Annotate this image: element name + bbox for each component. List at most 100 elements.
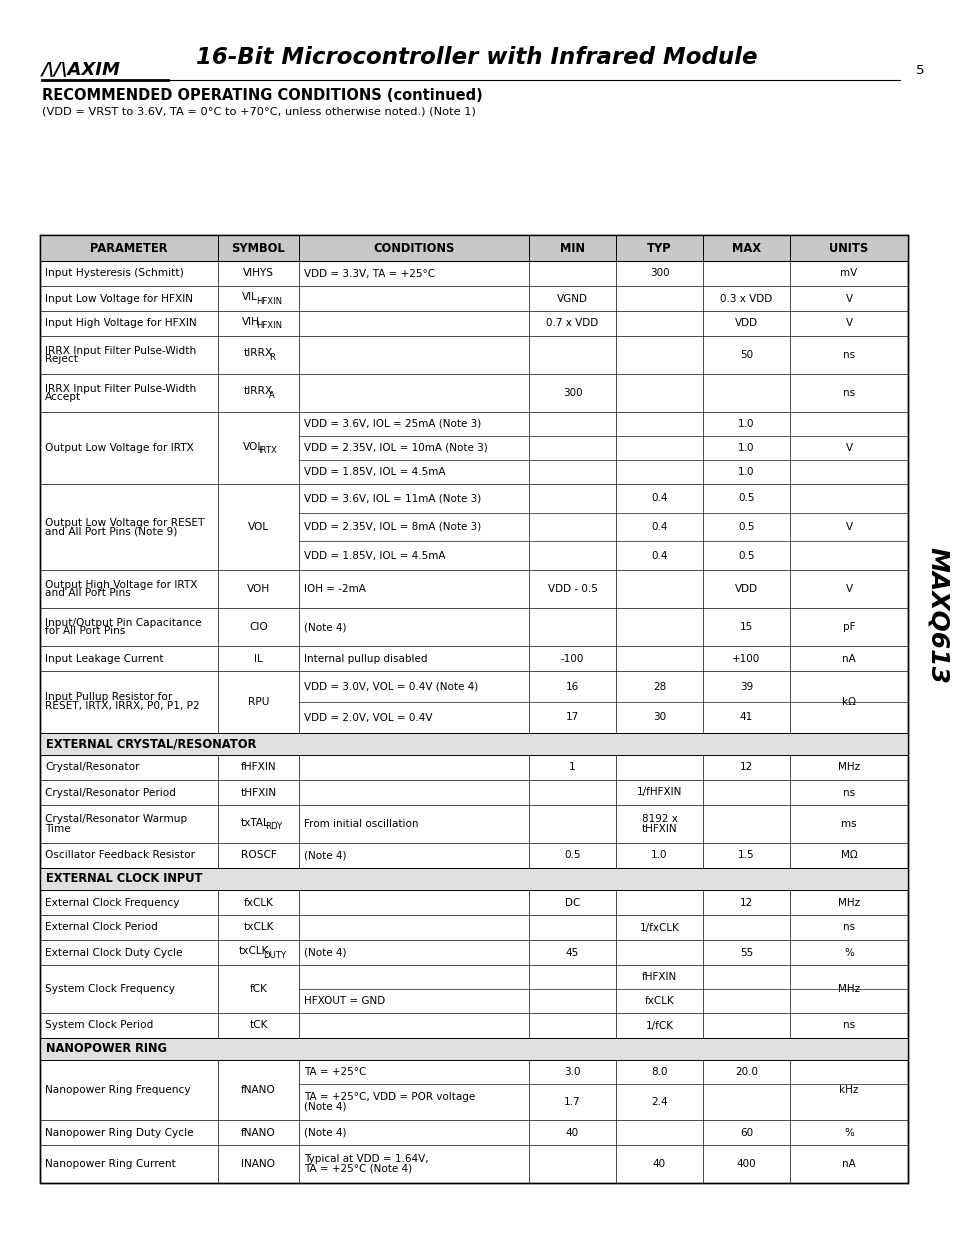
Text: 0.4: 0.4 <box>651 522 667 532</box>
Text: 0.4: 0.4 <box>651 493 667 504</box>
Text: 15: 15 <box>740 622 752 632</box>
Text: ns: ns <box>842 350 854 359</box>
Text: Typical at VDD = 1.64V,: Typical at VDD = 1.64V, <box>304 1155 428 1165</box>
Text: and All Port Pins: and All Port Pins <box>45 589 131 599</box>
Text: VDD: VDD <box>734 584 758 594</box>
Text: 0.5: 0.5 <box>738 551 754 561</box>
Text: HFXOUT = GND: HFXOUT = GND <box>304 995 385 1007</box>
Text: 39: 39 <box>740 682 752 692</box>
Text: ns: ns <box>842 923 854 932</box>
Text: nA: nA <box>841 653 855 663</box>
Text: Output Low Voltage for RESET: Output Low Voltage for RESET <box>45 517 204 527</box>
Text: 45: 45 <box>565 947 578 957</box>
Text: fxCLK: fxCLK <box>644 995 674 1007</box>
Text: NANOPOWER RING: NANOPOWER RING <box>46 1042 167 1056</box>
Text: tIRRX: tIRRX <box>244 387 274 396</box>
Text: 20.0: 20.0 <box>734 1067 758 1077</box>
Text: 400: 400 <box>736 1158 756 1170</box>
Text: kΩ: kΩ <box>841 697 855 706</box>
Text: System Clock Period: System Clock Period <box>45 1020 153 1030</box>
Text: External Clock Duty Cycle: External Clock Duty Cycle <box>45 947 182 957</box>
Text: VDD = 3.0V, VOL = 0.4V (Note 4): VDD = 3.0V, VOL = 0.4V (Note 4) <box>304 682 477 692</box>
Text: Output Low Voltage for IRTX: Output Low Voltage for IRTX <box>45 443 193 453</box>
Text: 16-Bit Microcontroller with Infrared Module: 16-Bit Microcontroller with Infrared Mod… <box>196 46 757 68</box>
Text: CIO: CIO <box>249 622 268 632</box>
Text: 1/fCK: 1/fCK <box>645 1020 673 1030</box>
Text: 8192 x: 8192 x <box>640 815 677 825</box>
Text: MΩ: MΩ <box>840 851 857 861</box>
Bar <box>40 868 907 890</box>
Text: TYP: TYP <box>646 242 671 254</box>
Text: 1/fHFXIN: 1/fHFXIN <box>637 788 681 798</box>
Text: V: V <box>844 522 852 532</box>
Text: RDY: RDY <box>265 823 282 831</box>
Text: MHz: MHz <box>837 898 860 908</box>
Text: Input Low Voltage for HFXIN: Input Low Voltage for HFXIN <box>45 294 193 304</box>
Text: TA = +25°C: TA = +25°C <box>304 1067 366 1077</box>
Text: Crystal/Resonator Period: Crystal/Resonator Period <box>45 788 175 798</box>
Text: VIHYS: VIHYS <box>243 268 274 279</box>
Text: (Note 4): (Note 4) <box>304 947 346 957</box>
Text: VDD = 2.35V, IOL = 10mA (Note 3): VDD = 2.35V, IOL = 10mA (Note 3) <box>304 443 487 453</box>
Text: 0.7 x VDD: 0.7 x VDD <box>546 319 598 329</box>
Text: 50: 50 <box>740 350 752 359</box>
Text: +100: +100 <box>732 653 760 663</box>
Text: From initial oscillation: From initial oscillation <box>304 819 418 829</box>
Text: nA: nA <box>841 1158 855 1170</box>
Text: fHFXIN: fHFXIN <box>240 762 276 773</box>
Text: VOL: VOL <box>248 522 269 532</box>
Text: INANO: INANO <box>241 1158 275 1170</box>
Text: HFXIN: HFXIN <box>256 296 282 305</box>
Text: External Clock Period: External Clock Period <box>45 923 157 932</box>
Text: pF: pF <box>841 622 854 632</box>
Text: and All Port Pins (Note 9): and All Port Pins (Note 9) <box>45 526 177 536</box>
Text: txCLK: txCLK <box>243 923 274 932</box>
Text: 1/fxCLK: 1/fxCLK <box>639 923 679 932</box>
Text: IRTX: IRTX <box>258 446 277 454</box>
Text: Crystal/Resonator: Crystal/Resonator <box>45 762 139 773</box>
Text: RESET, IRTX, IRRX, P0, P1, P2: RESET, IRTX, IRRX, P0, P1, P2 <box>45 701 199 711</box>
Text: 60: 60 <box>740 1128 752 1137</box>
Text: 41: 41 <box>740 713 752 722</box>
Text: for All Port Pins: for All Port Pins <box>45 626 125 636</box>
Text: fCK: fCK <box>250 984 267 994</box>
Text: VDD - 0.5: VDD - 0.5 <box>547 584 597 594</box>
Text: -100: -100 <box>560 653 583 663</box>
Text: 0.3 x VDD: 0.3 x VDD <box>720 294 772 304</box>
Text: fNANO: fNANO <box>241 1128 275 1137</box>
Text: RECOMMENDED OPERATING CONDITIONS (continued): RECOMMENDED OPERATING CONDITIONS (contin… <box>42 88 482 103</box>
Text: (Note 4): (Note 4) <box>304 1102 346 1112</box>
Text: Time: Time <box>45 824 71 834</box>
Text: Oscillator Feedback Resistor: Oscillator Feedback Resistor <box>45 851 194 861</box>
Text: 0.5: 0.5 <box>738 522 754 532</box>
Text: Input High Voltage for HFXIN: Input High Voltage for HFXIN <box>45 319 196 329</box>
Text: 1.0: 1.0 <box>651 851 667 861</box>
Text: MHz: MHz <box>837 762 860 773</box>
Text: Input Leakage Current: Input Leakage Current <box>45 653 164 663</box>
Text: tIRRX: tIRRX <box>244 348 274 358</box>
Text: 40: 40 <box>652 1158 665 1170</box>
Text: CONDITIONS: CONDITIONS <box>373 242 455 254</box>
Text: tHFXIN: tHFXIN <box>641 824 677 834</box>
Bar <box>40 235 907 261</box>
Text: HFXIN: HFXIN <box>256 321 282 331</box>
Text: EXTERNAL CRYSTAL/RESONATOR: EXTERNAL CRYSTAL/RESONATOR <box>46 737 256 751</box>
Text: 55: 55 <box>740 947 752 957</box>
Text: SYMBOL: SYMBOL <box>232 242 285 254</box>
Bar <box>40 734 907 755</box>
Text: 1.0: 1.0 <box>738 443 754 453</box>
Text: ns: ns <box>842 1020 854 1030</box>
Text: A: A <box>269 391 274 400</box>
Text: PARAMETER: PARAMETER <box>91 242 168 254</box>
Text: Input Pullup Resistor for: Input Pullup Resistor for <box>45 693 172 703</box>
Text: Accept: Accept <box>45 393 81 403</box>
Text: Internal pullup disabled: Internal pullup disabled <box>304 653 427 663</box>
Text: Nanopower Ring Duty Cycle: Nanopower Ring Duty Cycle <box>45 1128 193 1137</box>
Text: tHFXIN: tHFXIN <box>240 788 276 798</box>
Text: V: V <box>844 319 852 329</box>
Text: 12: 12 <box>740 898 752 908</box>
Text: (Note 4): (Note 4) <box>304 622 346 632</box>
Text: Crystal/Resonator Warmup: Crystal/Resonator Warmup <box>45 815 187 825</box>
Text: fxCLK: fxCLK <box>243 898 274 908</box>
Text: VOL: VOL <box>243 441 264 452</box>
